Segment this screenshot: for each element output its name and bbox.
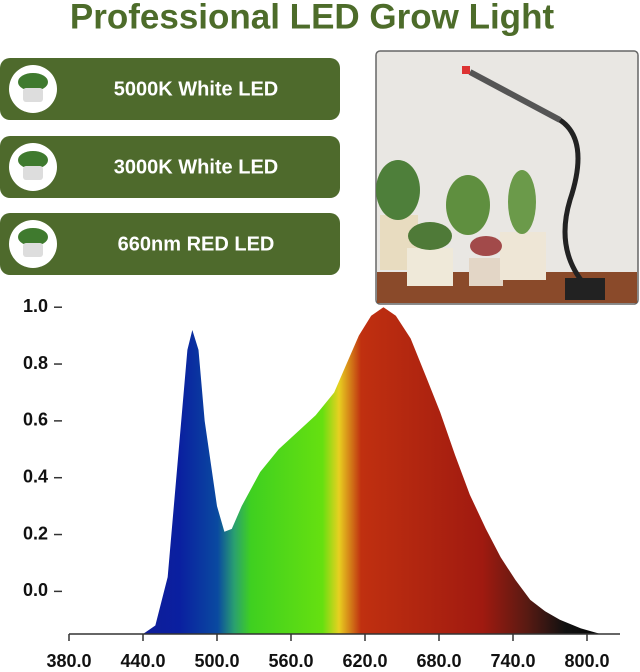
x-tick-label: 800.0 — [564, 651, 609, 671]
product-photo — [375, 50, 639, 305]
spectrum-area — [143, 307, 601, 634]
badge — [0, 136, 340, 198]
x-tick-label: 440.0 — [120, 651, 165, 671]
y-tick-label: 0.2 — [23, 523, 48, 543]
y-tick-label: 0.4 — [23, 466, 48, 486]
x-tick-label: 620.0 — [342, 651, 387, 671]
y-tick-label: 1.0 — [23, 296, 48, 316]
badge-label: 5000K White LED — [114, 78, 278, 100]
badge — [0, 58, 340, 120]
x-tick-label: 380.0 — [46, 651, 91, 671]
badge-label: 3000K White LED — [114, 156, 278, 178]
badge — [0, 213, 340, 275]
badge-label: 660nm RED LED — [118, 233, 275, 255]
y-tick-label: 0.6 — [23, 410, 48, 430]
y-tick-label: 0.0 — [23, 580, 48, 600]
x-tick-label: 740.0 — [490, 651, 535, 671]
title: Professional LED Grow Light — [70, 0, 555, 36]
x-tick-label: 500.0 — [194, 651, 239, 671]
x-tick-label: 560.0 — [268, 651, 313, 671]
x-tick-label: 680.0 — [416, 651, 461, 671]
y-tick-label: 0.8 — [23, 353, 48, 373]
